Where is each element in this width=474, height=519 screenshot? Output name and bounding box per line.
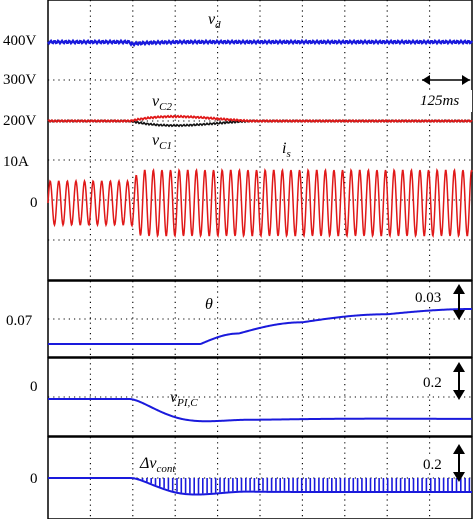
label-vc1: vC1 bbox=[152, 132, 172, 152]
vpi-scale-marker: 0.2 bbox=[418, 362, 465, 400]
tick-label-200v: 200V bbox=[3, 113, 37, 129]
trace-dvcont bbox=[48, 477, 472, 496]
tick-label-theta: 0.07 bbox=[6, 313, 33, 329]
label-vc2: vC2 bbox=[152, 93, 172, 113]
trace-vc2 bbox=[47, 114, 473, 124]
label-vd: vd bbox=[208, 11, 221, 31]
theta-scale-marker: 0.03 bbox=[410, 284, 465, 320]
trace-theta bbox=[48, 308, 472, 345]
label-dvcont: Δvcont bbox=[139, 455, 176, 475]
time-scale-marker: 125ms bbox=[416, 75, 472, 112]
tick-label-300v: 300V bbox=[3, 72, 37, 88]
trace-vd bbox=[47, 38, 474, 47]
label-theta: θ bbox=[205, 296, 213, 313]
trace-is bbox=[47, 167, 473, 239]
tick-label-zero-vpi: 0 bbox=[30, 379, 38, 395]
dvcont-scale-marker: 0.2 bbox=[418, 444, 465, 482]
tick-label-400v: 400V bbox=[3, 33, 37, 49]
trace-dvcont-ripple bbox=[133, 477, 471, 494]
label-is: is bbox=[282, 140, 291, 160]
label-vpi: vPI,C bbox=[170, 389, 198, 409]
tick-label-zero-top: 0 bbox=[30, 195, 38, 211]
trace-vpi bbox=[48, 398, 473, 423]
traces-layer bbox=[47, 38, 474, 496]
time-scale-label: 125ms bbox=[420, 93, 459, 109]
vpi-scale-label: 0.2 bbox=[423, 375, 442, 391]
theta-scale-label: 0.03 bbox=[415, 290, 441, 306]
tick-label-zero-dv: 0 bbox=[30, 471, 38, 487]
tick-label-10a: 10A bbox=[3, 154, 29, 170]
dotted-grid bbox=[48, 0, 472, 519]
panel-frame-top bbox=[47, 0, 473, 281]
dvcont-scale-label: 0.2 bbox=[423, 457, 442, 473]
